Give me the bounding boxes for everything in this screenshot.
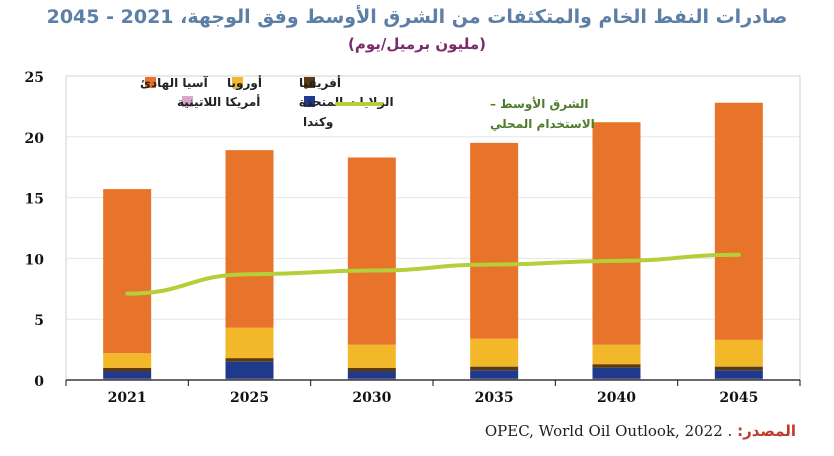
bar-segment <box>347 344 396 368</box>
bar-segment <box>347 371 396 379</box>
chart-title: صادرات النفط الخام والمتكثفات من الشرق ا… <box>46 6 788 28</box>
plot-frame <box>65 75 801 381</box>
bar-segment <box>103 371 152 379</box>
legend-swatch <box>304 96 315 107</box>
y-tick-label: 20 <box>25 131 45 147</box>
x-tick-label: 2030 <box>352 390 391 406</box>
y-tick-label: 25 <box>25 70 44 86</box>
y-tick-label: 0 <box>34 374 44 390</box>
legend-label: الشرق الأوسط – <box>490 96 589 112</box>
legend-swatch <box>182 96 193 107</box>
legend-label-continued: الاستخدام المحلي <box>490 117 595 132</box>
bar-segment <box>347 378 396 380</box>
domain-use-line-path <box>125 252 741 296</box>
x-tick-label: 2025 <box>230 390 269 406</box>
source-label: المصدر: <box>737 422 796 440</box>
bar-segment <box>225 361 274 379</box>
bar-segment <box>714 102 763 340</box>
bar-segment <box>225 378 274 380</box>
x-tick-label: 2021 <box>108 390 147 406</box>
legend-swatch <box>145 77 156 88</box>
legend-label: أفريقيا <box>299 75 341 90</box>
y-tick-label: 5 <box>34 313 44 329</box>
legend-label: أمريكا اللاتينية <box>177 94 260 109</box>
bar-segment <box>714 370 763 379</box>
domain-use-line <box>125 252 741 296</box>
legend-label: آسيا الهادئ <box>140 75 209 90</box>
gridlines <box>66 75 800 320</box>
y-tick-label: 10 <box>25 252 45 268</box>
bar-segment <box>470 378 519 380</box>
bar-segment <box>714 378 763 380</box>
x-tick-label: 2045 <box>719 390 758 406</box>
bar-segment <box>592 122 641 345</box>
source-note: المصدر: OPEC, World Oil Outlook, 2022 . <box>485 422 796 440</box>
bar-segment <box>225 150 274 328</box>
bar-segment <box>592 367 641 379</box>
bar-segment <box>470 338 519 367</box>
bar-segment <box>592 378 641 380</box>
bar-segment <box>347 157 396 345</box>
legend-swatch <box>232 77 243 88</box>
x-tick-label: 2035 <box>475 390 514 406</box>
bar-segment <box>592 364 641 368</box>
bars <box>103 102 763 380</box>
bar-segment <box>470 370 519 379</box>
bar-segment <box>592 344 641 365</box>
source-text: OPEC, World Oil Outlook, 2022 . <box>484 422 733 440</box>
bar-segment <box>103 353 152 368</box>
bar-segment <box>470 142 519 339</box>
legend-label: أوروبا <box>227 75 262 91</box>
bar-segment <box>103 378 152 380</box>
chart-subtitle: (مليون برميل/يوم) <box>348 35 486 53</box>
legend-swatch <box>304 77 315 88</box>
bar-segment <box>103 367 152 372</box>
bar-segment <box>470 366 519 371</box>
legend-label-continued: وكندا <box>303 115 333 130</box>
x-tick-label: 2040 <box>597 390 636 406</box>
y-tick-label: 15 <box>25 192 44 208</box>
bar-segment <box>714 339 763 367</box>
bar-segment <box>714 366 763 371</box>
bar-segment <box>103 189 152 354</box>
bar-segment <box>347 367 396 372</box>
legend: آسيا الهادئ أوروبا أفريقيا أمريكا اللاتينية… <box>140 75 595 132</box>
bar-segment <box>225 358 274 362</box>
bar-segment <box>225 327 274 359</box>
